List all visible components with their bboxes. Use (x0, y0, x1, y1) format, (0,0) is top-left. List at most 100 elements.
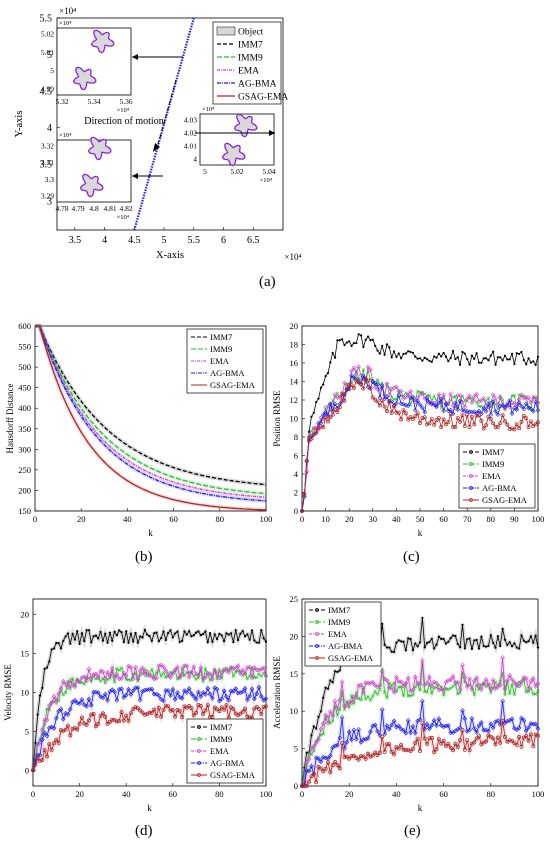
data-point (224, 694, 229, 700)
data-point (493, 396, 498, 401)
data-point (109, 665, 115, 671)
data-point (239, 632, 242, 635)
data-point (351, 694, 357, 700)
data-point (375, 692, 380, 696)
legend-label-e: IMM9 (328, 617, 350, 627)
data-point (159, 714, 164, 719)
data-point (434, 404, 439, 410)
data-point (400, 640, 403, 643)
data-point (120, 631, 123, 634)
data-point (56, 740, 61, 745)
data-point (420, 698, 425, 704)
data-point (382, 732, 387, 737)
data-point (224, 668, 229, 673)
data-point (371, 338, 374, 341)
x-tick-label-a: 4.5 (128, 235, 141, 246)
data-point (443, 723, 449, 729)
data-point (316, 737, 321, 742)
data-point (106, 641, 109, 644)
data-point (430, 637, 433, 641)
data-point (325, 413, 331, 418)
data-point (484, 684, 488, 689)
data-point (254, 704, 259, 709)
data-point (423, 646, 426, 649)
data-point (240, 709, 245, 714)
data-point (516, 683, 522, 689)
data-point (240, 667, 246, 673)
data-point (241, 629, 244, 633)
inset-3: 4.78 4.79 4.8 4.81 4.82 3.29 3.3 3.31 3.32 ×10⁴ ×1… (41, 132, 163, 221)
data-point (311, 425, 317, 431)
data-point (142, 672, 148, 677)
data-point (479, 404, 483, 408)
data-point (524, 416, 529, 421)
data-point (346, 386, 352, 392)
data-point (382, 690, 387, 694)
data-point (465, 412, 470, 417)
data-point (480, 361, 483, 364)
data-point (222, 707, 227, 712)
data-point (474, 729, 479, 735)
data-point (389, 685, 395, 691)
data-point (420, 416, 425, 420)
data-point (227, 633, 230, 636)
data-point (422, 736, 427, 741)
series-line-gsag-ema (35, 325, 267, 511)
data-point (483, 403, 489, 409)
data-point (372, 683, 378, 688)
data-point (333, 356, 337, 359)
data-point (353, 695, 359, 700)
inset-y-exponent: ×10⁴ (202, 106, 215, 113)
data-point (461, 350, 464, 354)
data-point (166, 704, 171, 709)
data-point (105, 721, 110, 726)
data-point (340, 391, 345, 396)
data-point (363, 736, 369, 742)
inset-y-tick-label: 3.3 (45, 175, 55, 184)
y-tick-label-d: 15 (21, 649, 30, 659)
data-point (460, 708, 465, 713)
data-point (153, 632, 156, 635)
data-point (460, 662, 465, 668)
data-point (137, 697, 143, 703)
data-point (151, 676, 157, 682)
data-point (158, 697, 164, 702)
data-point (530, 409, 536, 414)
data-point (351, 727, 357, 733)
data-point (259, 693, 264, 699)
data-point (361, 368, 365, 372)
data-point (449, 637, 452, 640)
x-tick-label-d: 80 (215, 789, 224, 799)
data-point (460, 728, 465, 732)
data-point (88, 702, 94, 708)
data-point (304, 784, 309, 788)
data-point (335, 743, 340, 748)
data-point (83, 639, 86, 643)
data-point (516, 397, 522, 402)
data-point (79, 715, 84, 720)
data-point (392, 350, 396, 353)
data-point (487, 644, 490, 647)
data-point (154, 691, 159, 697)
data-point (261, 665, 266, 671)
data-point (143, 628, 146, 631)
data-point (498, 740, 503, 745)
inset-arrow-head (132, 54, 138, 60)
data-point (356, 364, 361, 370)
x-tick-label-c: 20 (345, 514, 354, 524)
data-point (238, 670, 243, 676)
y-tick-label-d: 0 (25, 765, 29, 775)
x-tick-label-c: 40 (392, 514, 401, 524)
data-point (420, 721, 425, 726)
data-point (319, 386, 322, 389)
data-point (76, 629, 79, 633)
data-point (519, 419, 524, 424)
data-point (444, 642, 448, 645)
data-point (493, 680, 498, 684)
data-point (96, 721, 101, 726)
data-point (58, 686, 64, 691)
data-point (309, 774, 314, 779)
data-point (207, 671, 213, 676)
data-point (54, 737, 59, 742)
data-point (168, 693, 173, 698)
